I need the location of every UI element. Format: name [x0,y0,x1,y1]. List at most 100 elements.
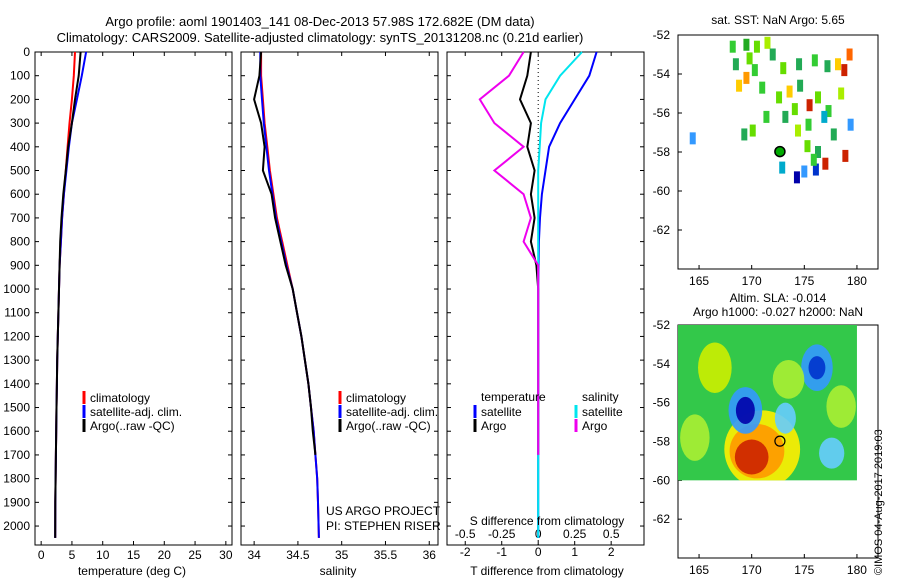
y-tick-label: 100 [10,69,30,83]
legend-satellite-adj: satellite-adj. clim. [90,405,182,419]
map-y-tick-label: -62 [653,512,671,526]
sla-anomaly [680,414,710,461]
y-tick-label: 1300 [3,353,30,367]
sst-cell [846,48,853,61]
sla-anomaly [772,359,805,399]
s-tick-label: -0.5 [455,527,476,541]
x-tick-label: 0 [535,545,542,559]
project-line1: US ARGO PROJECT [326,504,441,518]
sst-cell [824,60,831,73]
sst-cell [815,91,821,104]
map-x-tick-label: 175 [794,274,814,288]
sst-cell [804,140,811,153]
sst-cell [776,91,783,104]
sst-cell [769,48,776,61]
y-tick-label: 1500 [3,401,30,415]
y-tick-label: 700 [10,211,30,225]
map-y-tick-label: -56 [653,396,671,410]
y-tick-label: 1000 [3,282,30,296]
map-y-tick-label: -62 [653,223,671,237]
sst-cell [782,110,789,123]
sst-map-panel: sat. SST: NaN Argo: 5.65 165 170 175 180 -52… [653,13,879,288]
x-tick-label: 34.5 [286,548,310,562]
legend-climatology: climatology [90,391,150,405]
map-y-tick-label: -58 [653,145,671,159]
s-tick-label: -0.25 [488,527,516,541]
y-tick-label: 1400 [3,377,30,391]
argo-position-marker [774,145,786,158]
y-tick-label: 400 [10,140,30,154]
sst-cell [689,132,696,145]
sst-cell [753,40,760,53]
sst-cell [835,58,841,71]
map-x-tick-label: 170 [742,563,762,577]
map-y-tick-label: -58 [653,435,671,449]
y-tick-label: 600 [10,187,30,201]
sst-cell [780,62,787,75]
sst-cell [796,58,803,71]
legend-t-argo: Argo [481,419,507,433]
legend-climatology: climatology [346,391,406,405]
y-tick-label: 500 [10,164,30,178]
map-y-tick-label: -52 [653,318,671,332]
sla-map-title-1: Altim. SLA: -0.014 [730,291,827,305]
sst-cell [825,105,832,118]
sst-cell [815,146,821,158]
legend-argo: Argo(..raw -QC) [90,419,175,433]
legend-satellite-adj: satellite-adj. clim. [346,405,438,419]
legend-temperature-title: temperature [481,390,546,404]
sst-cell [842,149,849,162]
map-x-tick-label: 175 [794,563,814,577]
figure-title-line2: Climatology: CARS2009. Satellite-adjuste… [56,30,584,45]
sst-map-title: sat. SST: NaN Argo: 5.65 [711,13,845,27]
t-difference-label: T difference from climatology [470,564,624,578]
sst-cell [812,163,819,176]
sst-cell [797,79,804,92]
sst-cell [764,36,771,49]
x-tick-label: 34 [247,548,261,562]
sst-cell [795,124,801,137]
sst-cell [811,54,818,67]
sst-cell [805,118,812,131]
salinity-legend: climatology satellite-adj. clim. Argo(..… [338,391,438,433]
legend-salinity-title: salinity [582,390,619,404]
difference-panel: -2 -1 0 1 2-0.5 -0.25 0 0.25 0.5 S difference fr… [446,51,645,578]
y-tick-label: 200 [10,92,30,106]
map-y-tick-label: -60 [653,473,671,487]
sst-cell [841,64,848,77]
s-difference-label: S difference from climatology [470,514,625,528]
sst-cell [743,38,750,51]
difference-legend-salinity: salinity satellite Argo [574,390,623,433]
x-tick-label: 2 [608,545,615,559]
map-y-tick-label: -54 [653,67,671,81]
sla-anomaly [734,439,769,475]
difference-axes [446,51,645,546]
sst-cell [736,79,743,92]
map-x-tick-label: 165 [689,563,709,577]
temperature-axes [34,51,233,546]
y-tick-label: 1600 [3,424,30,438]
x-tick-label: 1 [571,545,578,559]
map-y-tick-label: -52 [653,28,671,42]
salinity-xlabel: salinity [320,564,357,578]
sst-cell [847,118,854,131]
y-tick-label: 1800 [3,472,30,486]
x-tick-label: 30 [219,548,233,562]
sst-cell [786,85,793,98]
sla-anomaly [774,402,796,434]
x-tick-label: 0 [38,548,45,562]
project-line2: PI: STEPHEN RISER [326,519,441,533]
sst-cell [751,64,758,77]
series-argo-raw-qc- [54,51,82,538]
s-tick-label: 0.5 [603,527,620,541]
sst-cell [806,99,813,112]
x-tick-label: 25 [188,548,202,562]
map-y-tick-label: -60 [653,184,671,198]
x-tick-label: -1 [496,545,507,559]
s-tick-label: 0.25 [563,527,587,541]
map-y-tick-label: -54 [653,357,671,371]
sst-cell [810,153,817,166]
map-x-tick-label: 170 [742,274,762,288]
sst-cell [746,52,753,65]
